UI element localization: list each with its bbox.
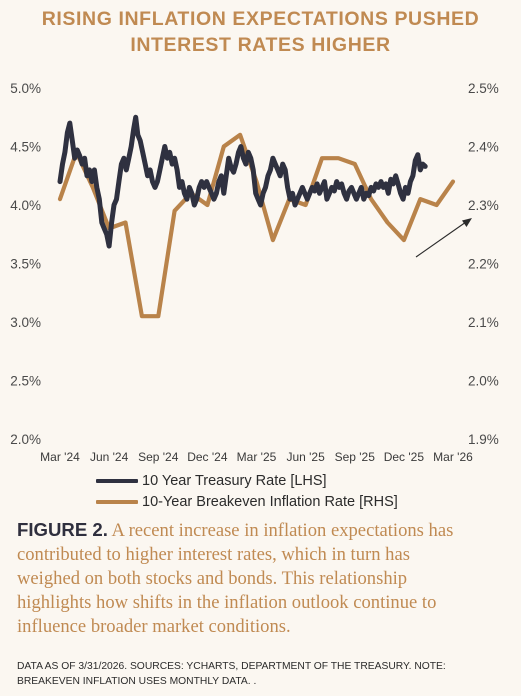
y-right-tick-label: 2.3% [468, 198, 499, 213]
y-left-tick-label: 3.5% [10, 257, 41, 272]
y-right-tick-label: 2.1% [468, 315, 499, 330]
chart-title-line-1: RISING INFLATION EXPECTATIONS PUSHED [41, 8, 480, 30]
y-left-tick-label: 4.5% [10, 140, 41, 155]
caption-line-3: weighed on both stocks and bonds. This r… [17, 568, 408, 589]
x-axis: Mar '24 Jun '24 Sep '24 Dec '24 Mar '25 Jun '… [40, 450, 473, 464]
legend-label-breakeven: 10-Year Breakeven Inflation Rate [RHS] [142, 493, 398, 510]
y-left-tick-label: 4.0% [10, 198, 41, 213]
trend-arrow-head [462, 218, 472, 227]
legend-item-breakeven: 10-Year Breakeven Inflation Rate [RHS] [96, 491, 398, 512]
source-note-line-1: DATA AS OF 3/31/2026. SOURCES: YCHARTS, … [17, 661, 446, 672]
source-note: DATA AS OF 3/31/2026. SOURCES: YCHARTS, … [17, 659, 513, 689]
trend-arrow [415, 218, 472, 258]
y-left-tick-label: 2.0% [10, 432, 41, 447]
x-tick-label: Dec '24 [187, 450, 228, 464]
caption-text-1: A recent increase in inflation expectati… [107, 520, 454, 541]
legend-swatch-breakeven [96, 499, 138, 504]
caption-line-4: highlights how shifts in the inflation o… [17, 592, 437, 613]
chart-title: RISING INFLATION EXPECTATIONS PUSHED INT… [0, 6, 521, 58]
y-left-tick-label: 5.0% [10, 81, 41, 96]
x-tick-label: Mar '26 [433, 450, 473, 464]
y-right-tick-label: 1.9% [468, 432, 499, 447]
x-tick-label: Mar '25 [237, 450, 277, 464]
x-tick-label: Sep '24 [138, 450, 179, 464]
x-tick-label: Mar '24 [40, 450, 80, 464]
legend-label-treasury: 10 Year Treasury Rate [LHS] [142, 472, 327, 489]
y-right-tick-label: 2.4% [468, 140, 499, 155]
y-right-tick-label: 2.5% [468, 81, 499, 96]
figure-caption: FIGURE 2. A recent increase in inflation… [17, 518, 513, 639]
x-tick-label: Sep '25 [335, 450, 376, 464]
series-layer [57, 114, 456, 319]
y-left-tick-label: 2.5% [10, 374, 41, 389]
x-tick-label: Jun '25 [286, 450, 325, 464]
series-line-breakeven [57, 132, 456, 319]
source-note-line-2: BREAKEVEN INFLATION USES MONTHLY DATA. . [17, 676, 257, 687]
x-tick-label: Dec '25 [384, 450, 425, 464]
line-chart: 2.0% 2.5% 3.0% 3.5% 4.0% 4.5% 5.0% 1.9% 2.0% 2.1… [10, 81, 499, 464]
y-right-tick-label: 2.0% [468, 374, 499, 389]
trend-arrow-line [415, 221, 467, 258]
legend-item-treasury: 10 Year Treasury Rate [LHS] [96, 470, 398, 491]
caption-lead: FIGURE 2. [17, 519, 108, 540]
caption-line-5: influence broader market conditions. [17, 616, 291, 637]
chart-title-line-2: INTEREST RATES HIGHER [130, 34, 391, 56]
y-axis-left: 2.0% 2.5% 3.0% 3.5% 4.0% 4.5% 5.0% [10, 81, 41, 447]
caption-line-1: FIGURE 2. A recent increase in inflation… [17, 518, 513, 543]
y-right-tick-label: 2.2% [468, 257, 499, 272]
x-tick-label: Jun '24 [90, 450, 129, 464]
legend-swatch-treasury [96, 478, 138, 483]
series-line-treasury [57, 114, 428, 249]
chart-legend: 10 Year Treasury Rate [LHS] 10-Year Brea… [96, 470, 398, 512]
caption-line-2: contributed to higher interest rates, wh… [17, 544, 410, 565]
y-left-tick-label: 3.0% [10, 315, 41, 330]
y-axis-right: 1.9% 2.0% 2.1% 2.2% 2.3% 2.4% 2.5% [468, 81, 499, 447]
